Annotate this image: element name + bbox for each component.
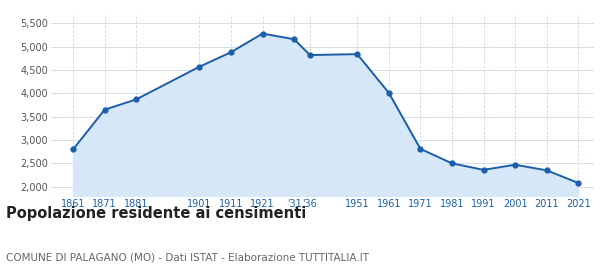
Text: Popolazione residente ai censimenti: Popolazione residente ai censimenti (6, 206, 306, 221)
Text: COMUNE DI PALAGANO (MO) - Dati ISTAT - Elaborazione TUTTITALIA.IT: COMUNE DI PALAGANO (MO) - Dati ISTAT - E… (6, 252, 369, 262)
